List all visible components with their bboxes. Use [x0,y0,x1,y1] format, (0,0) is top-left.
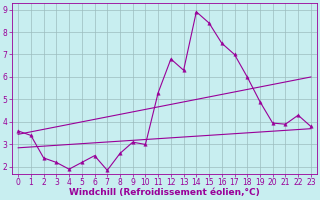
X-axis label: Windchill (Refroidissement éolien,°C): Windchill (Refroidissement éolien,°C) [69,188,260,197]
